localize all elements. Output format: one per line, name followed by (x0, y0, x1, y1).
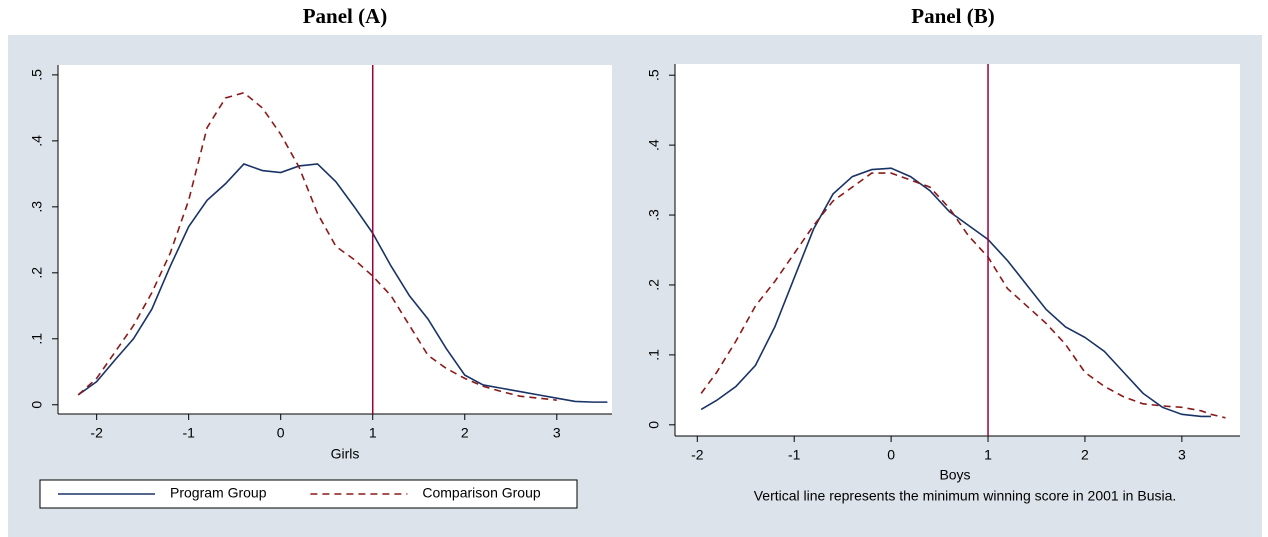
x-tick-label: -2 (90, 425, 103, 441)
x-tick-label: 3 (553, 425, 561, 441)
density-line (77, 91, 557, 401)
plot-area (675, 64, 1240, 436)
x-tick-label: 0 (887, 447, 895, 463)
x-tick-label: 2 (1081, 447, 1089, 463)
y-tick-label: .1 (646, 349, 662, 361)
x-tick-label: 3 (1178, 447, 1186, 463)
y-tick-label: .2 (29, 267, 45, 279)
y-tick-label: .4 (646, 139, 662, 151)
y-tick-label: .5 (646, 69, 662, 81)
y-tick-label: .4 (29, 135, 45, 147)
y-tick-label: .3 (646, 209, 662, 221)
x-tick-label: 0 (277, 425, 285, 441)
x-tick-label: -1 (182, 425, 195, 441)
x-axis-label: Girls (331, 446, 360, 462)
panel-title: Panel (A) (303, 4, 388, 28)
x-tick-label: 1 (984, 447, 992, 463)
y-tick-label: .2 (646, 279, 662, 291)
legend-label: Comparison Group (422, 485, 540, 501)
note: Vertical line represents the minimum win… (754, 488, 1177, 504)
panel-title: Panel (B) (911, 4, 994, 28)
y-tick-label: .3 (29, 201, 45, 213)
x-axis-label: Boys (939, 467, 970, 483)
x-tick-label: 1 (369, 425, 377, 441)
y-tick-label: 0 (646, 421, 662, 429)
density-line (700, 167, 1211, 418)
density-line (700, 172, 1226, 419)
x-tick-label: 2 (461, 425, 469, 441)
x-tick-label: -2 (691, 447, 704, 463)
plot-area (58, 65, 612, 414)
legend-label: Program Group (170, 485, 267, 501)
y-tick-label: .1 (29, 333, 45, 345)
x-tick-label: -1 (788, 447, 801, 463)
density-line (77, 163, 608, 403)
y-tick-label: 0 (29, 401, 45, 409)
y-tick-label: .5 (29, 69, 45, 81)
